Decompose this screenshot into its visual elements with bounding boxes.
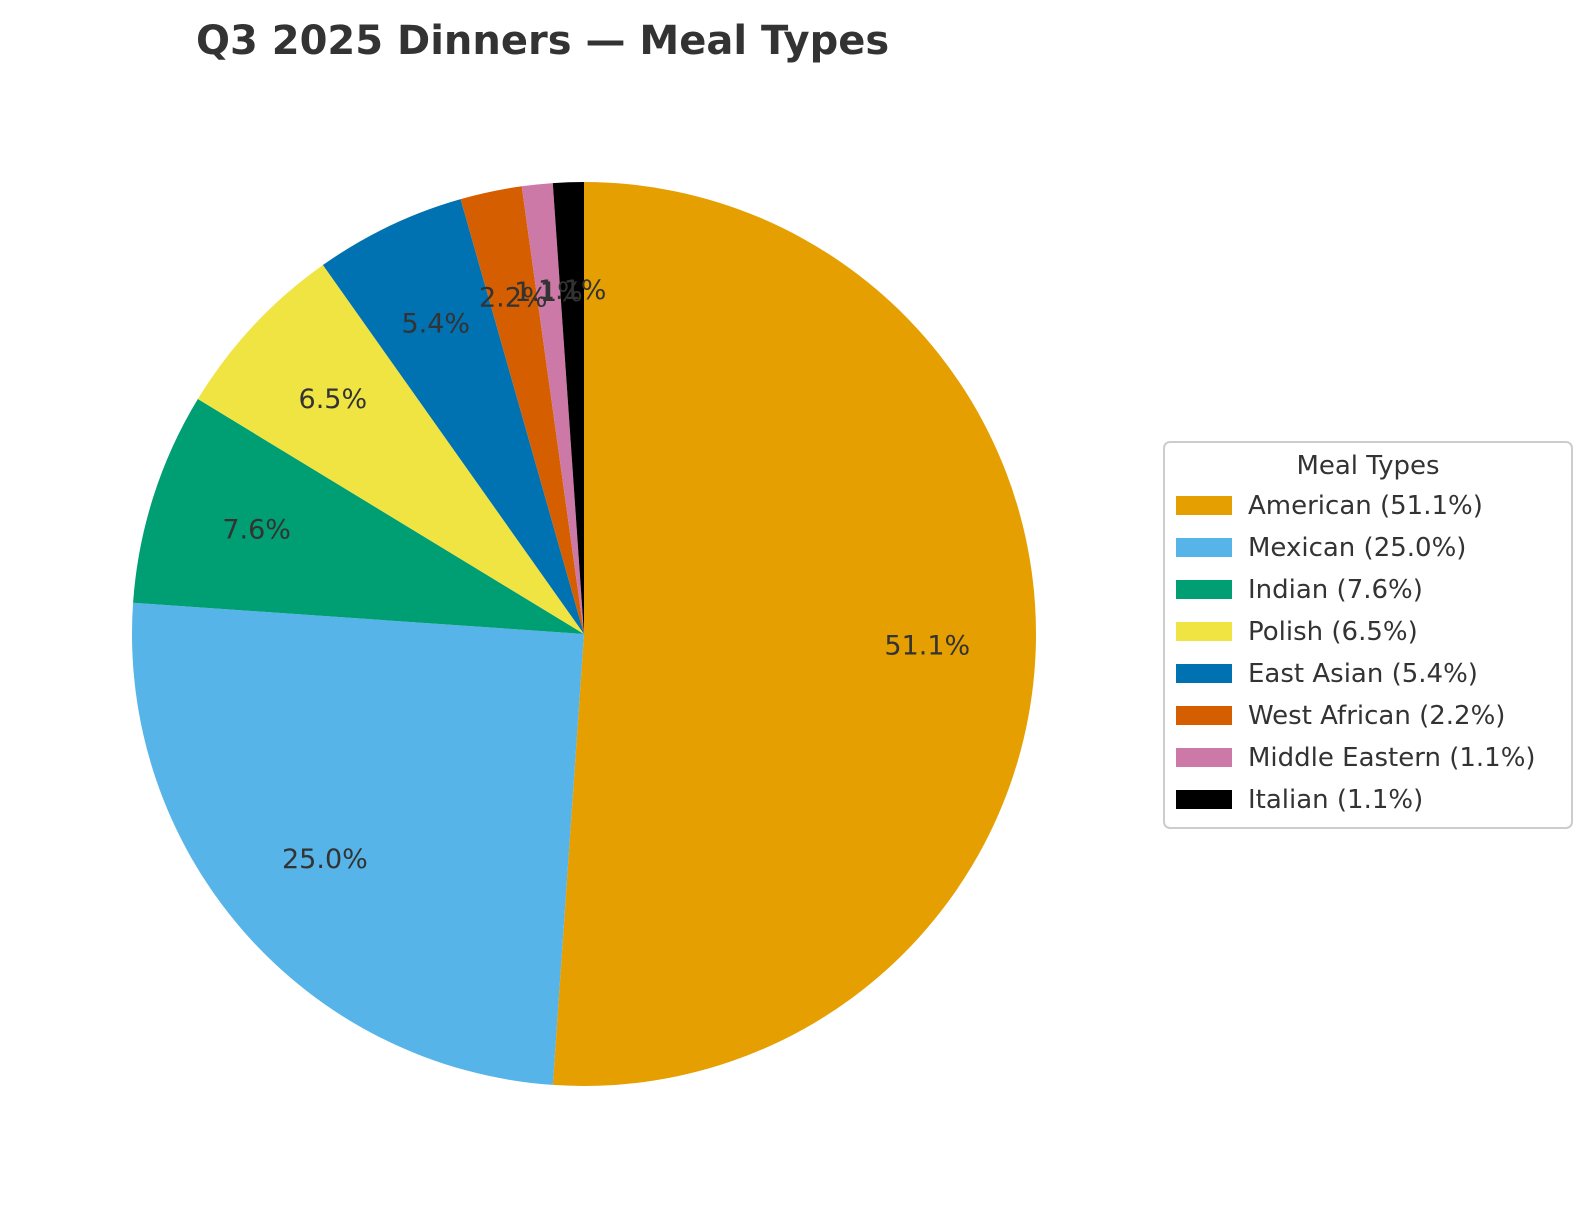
slice-label-middle-eastern: 1.1% — [514, 277, 583, 308]
legend-swatch-west-african — [1176, 706, 1232, 725]
legend-label-polish: Polish (6.5%) — [1248, 617, 1418, 647]
chart-title: Q3 2025 Dinners — Meal Types — [196, 18, 889, 64]
legend-label-west-african: West African (2.2%) — [1248, 701, 1505, 731]
pie-labels: 51.1% 25.0% 7.6% 6.5% 5.4% 2.2%1.1%1.1% — [222, 275, 970, 875]
slice-label-indian: 7.6% — [222, 514, 291, 545]
legend-items: American (51.1%) Mexican (25.0%) Indian (7… — [1176, 491, 1536, 815]
pie-slice-american — [552, 182, 1037, 1087]
legend-label-mexican: Mexican (25.0%) — [1248, 533, 1466, 563]
slice-label-italian: 1.1% — [538, 275, 607, 306]
pie-slice-west-african — [460, 186, 584, 634]
legend: Meal Types American (51.1%) Mexican (25.0… — [1163, 441, 1573, 829]
slice-label-mexican: 25.0% — [282, 844, 368, 875]
legend-swatch-polish — [1176, 622, 1232, 641]
pie-slice-mexican — [132, 602, 585, 1085]
legend-label-american: American (51.1%) — [1248, 491, 1483, 521]
legend-label-indian: Indian (7.6%) — [1248, 575, 1423, 605]
slice-label-west-african: 2.2% — [479, 282, 548, 313]
legend-label-middle-eastern: Middle Eastern (1.1%) — [1248, 743, 1536, 773]
legend-label-italian: Italian (1.1%) — [1248, 785, 1423, 815]
legend-swatch-middle-eastern — [1176, 748, 1232, 767]
legend-swatch-italian — [1176, 790, 1232, 809]
pie-slice-indian — [133, 399, 584, 634]
legend-frame — [1163, 441, 1573, 829]
slice-label-polish: 6.5% — [299, 384, 368, 415]
legend-swatch-mexican — [1176, 538, 1232, 557]
legend-swatch-east-asian — [1176, 664, 1232, 683]
pie-slices — [132, 182, 1037, 1087]
pie-slice-east-asian — [322, 199, 584, 634]
legend-label-east-asian: East Asian (5.4%) — [1248, 659, 1478, 689]
legend-swatch-american — [1176, 496, 1232, 515]
pie-slice-middle-eastern — [521, 183, 584, 634]
slice-label-american: 51.1% — [884, 630, 970, 661]
pie-slice-italian — [552, 182, 584, 634]
slice-label-east-asian: 5.4% — [401, 309, 470, 340]
legend-title: Meal Types — [1296, 451, 1439, 481]
legend-swatch-indian — [1176, 580, 1232, 599]
pie-slice-polish — [197, 265, 584, 634]
